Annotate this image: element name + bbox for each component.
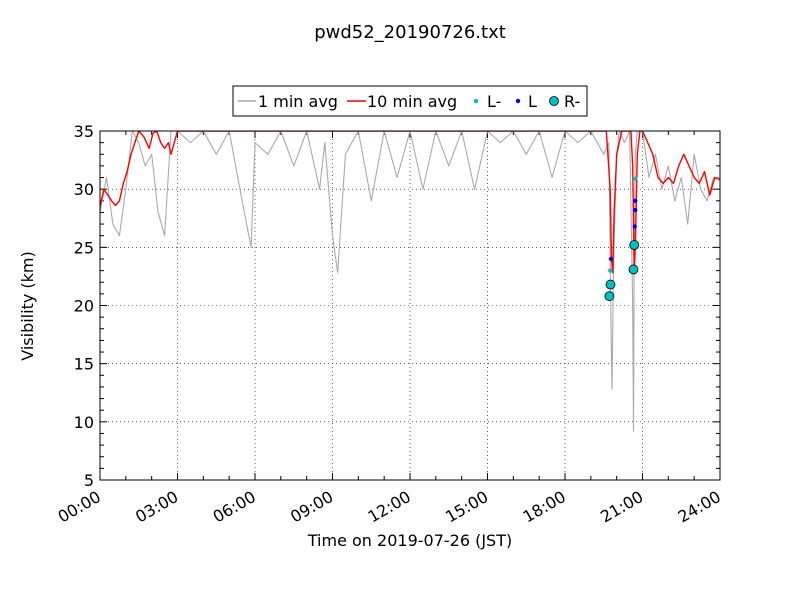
x-tick-label: 15:00 — [442, 487, 491, 527]
x-tick-label: 06:00 — [210, 487, 259, 527]
y-tick-label: 25 — [74, 238, 94, 257]
x-tick-label: 24:00 — [675, 487, 724, 527]
marker-L- — [633, 198, 638, 203]
series-layer — [100, 131, 720, 432]
series-line-1-min-avg — [100, 131, 720, 432]
x-axis-label: Time on 2019-07-26 (JST) — [307, 531, 512, 550]
legend: 1 min avg 10 min avg L- L R- — [232, 85, 588, 117]
y-tick-label: 10 — [74, 413, 94, 432]
marker-L- — [608, 256, 614, 262]
y-axis-label: Visibility (km) — [18, 251, 37, 360]
x-tick-label: 18:00 — [520, 487, 569, 527]
plot-frame — [99, 130, 721, 481]
marker-L- — [633, 207, 638, 213]
y-tick-label: 30 — [74, 180, 94, 199]
legend-marker-l — [515, 98, 521, 104]
y-tick-labels: 5 10 15 20 25 30 35 — [74, 122, 94, 490]
x-tick-label: 12:00 — [365, 487, 414, 527]
x-tick-label: 09:00 — [287, 487, 336, 527]
legend-marker-rminus — [549, 96, 559, 106]
marker-L- — [632, 224, 637, 229]
gridlines — [100, 131, 720, 480]
y-tick-label: 5 — [84, 471, 94, 490]
chart-title: pwd52_20190726.txt — [314, 22, 506, 43]
legend-label-rminus: R- — [564, 92, 580, 111]
marker-layer — [604, 176, 640, 302]
y-tick-label: 35 — [74, 122, 94, 141]
marker-R-minus — [629, 240, 640, 250]
y-tick-label: 20 — [74, 297, 94, 316]
legend-label-10min: 10 min avg — [367, 92, 457, 111]
x-tick-label: 21:00 — [597, 487, 646, 527]
marker-R-minus — [628, 264, 639, 275]
legend-frame — [232, 85, 588, 117]
legend-label-1min: 1 min avg — [258, 92, 338, 111]
legend-marker-lminus — [473, 98, 479, 104]
legend-label-l: L — [528, 92, 537, 111]
y-tick-label: 15 — [74, 355, 94, 374]
x-tick-label: 03:00 — [132, 487, 181, 527]
marker-L-minus — [633, 176, 638, 181]
marker-R-minus — [604, 291, 615, 302]
x-tick-label: 00:00 — [55, 487, 104, 527]
x-tick-labels: 00:00 03:00 06:00 09:00 12:00 15:00 18:00 21:00… — [55, 487, 724, 527]
series-line-10-min-avg — [100, 131, 720, 274]
marker-R-minus — [605, 279, 616, 290]
legend-label-lminus: L- — [487, 92, 501, 111]
marker-L-minus — [608, 268, 613, 273]
